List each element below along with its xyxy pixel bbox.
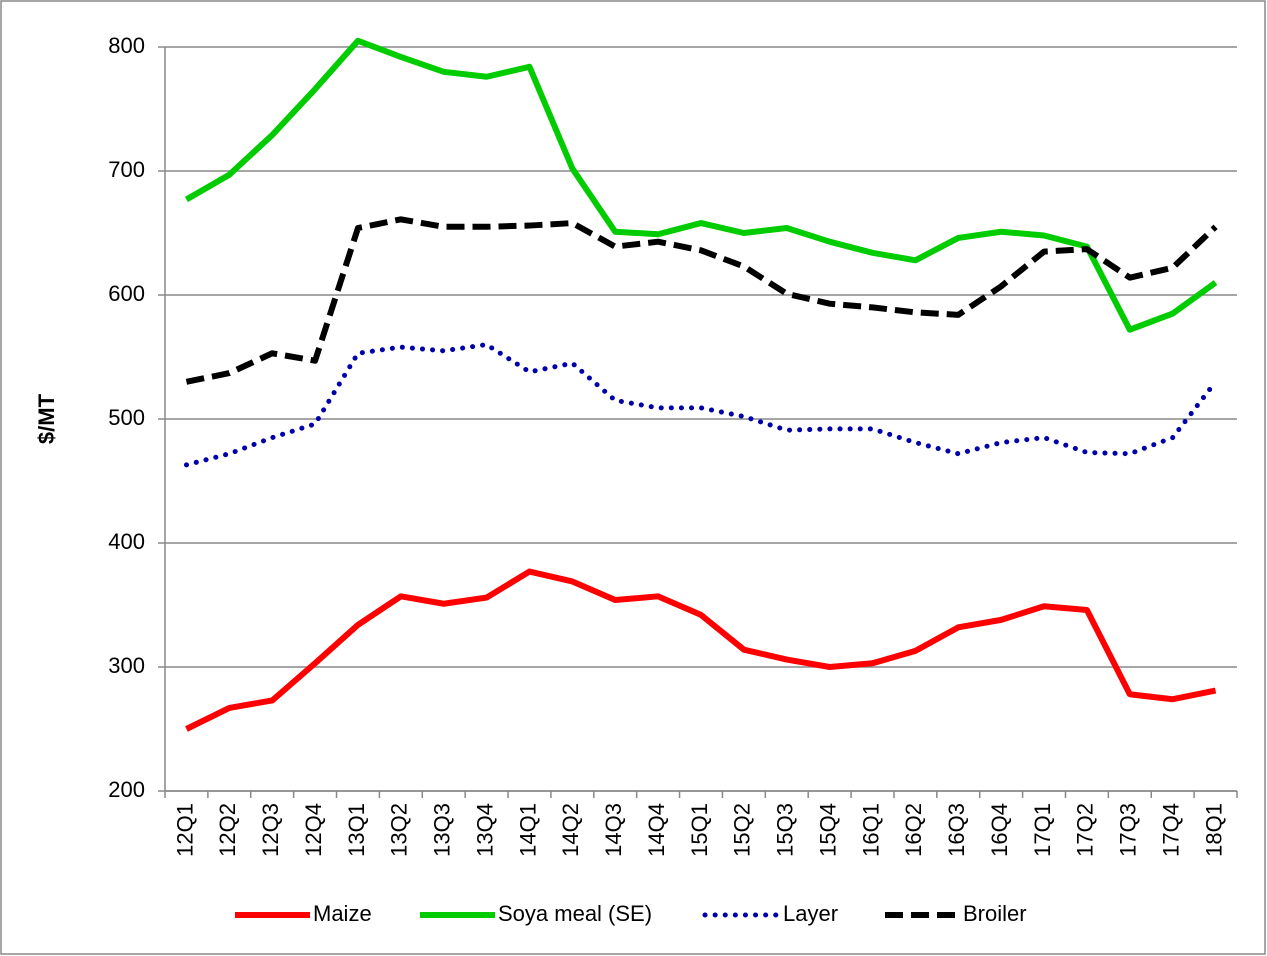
x-tick-label: 13Q3	[430, 803, 455, 857]
x-tick-label: 15Q1	[687, 803, 712, 857]
x-tick-label: 16Q3	[944, 803, 969, 857]
x-tick-label: 16Q2	[901, 803, 926, 857]
x-tick-label: 16Q1	[858, 803, 883, 857]
y-tick-label: 200	[108, 777, 145, 802]
x-tick-label: 17Q4	[1158, 803, 1183, 857]
x-tick-label: 14Q1	[515, 803, 540, 857]
x-tick-label: 14Q3	[601, 803, 626, 857]
y-tick-label: 600	[108, 281, 145, 306]
x-tick-label: 15Q4	[815, 803, 840, 857]
series-line	[183, 342, 1219, 468]
x-tick-label: 13Q2	[387, 803, 412, 857]
series-line	[185, 568, 1217, 732]
y-tick-label: 800	[108, 33, 145, 58]
series-line	[185, 216, 1218, 385]
y-tick-label: 500	[108, 405, 145, 430]
x-tick-label: 12Q4	[301, 803, 326, 857]
x-tick-label: 16Q4	[987, 803, 1012, 857]
legend-label: Soya meal (SE)	[498, 901, 652, 926]
x-tick-label: 18Q1	[1201, 803, 1226, 857]
x-tick-label: 12Q3	[258, 803, 283, 857]
x-tick-label: 13Q1	[344, 803, 369, 857]
y-axis-label: $/MT	[34, 393, 59, 444]
y-tick-label: 700	[108, 157, 145, 182]
legend-label: Broiler	[963, 901, 1027, 926]
series-line	[184, 37, 1218, 333]
y-tick-label: 300	[108, 653, 145, 678]
x-tick-label: 14Q2	[558, 803, 583, 857]
x-tick-label: 17Q2	[1073, 803, 1098, 857]
x-tick-label: 14Q4	[644, 803, 669, 857]
y-tick-label: 400	[108, 529, 145, 554]
x-tick-label: 13Q4	[472, 803, 497, 857]
x-tick-label: 17Q3	[1116, 803, 1141, 857]
x-tick-label: 12Q2	[215, 803, 240, 857]
x-tick-label: 12Q1	[172, 803, 197, 857]
x-tick-label: 15Q2	[730, 803, 755, 857]
x-tick-label: 17Q1	[1030, 803, 1055, 857]
legend-label: Layer	[783, 901, 838, 926]
x-tick-label: 15Q3	[773, 803, 798, 857]
legend-label: Maize	[313, 901, 372, 926]
